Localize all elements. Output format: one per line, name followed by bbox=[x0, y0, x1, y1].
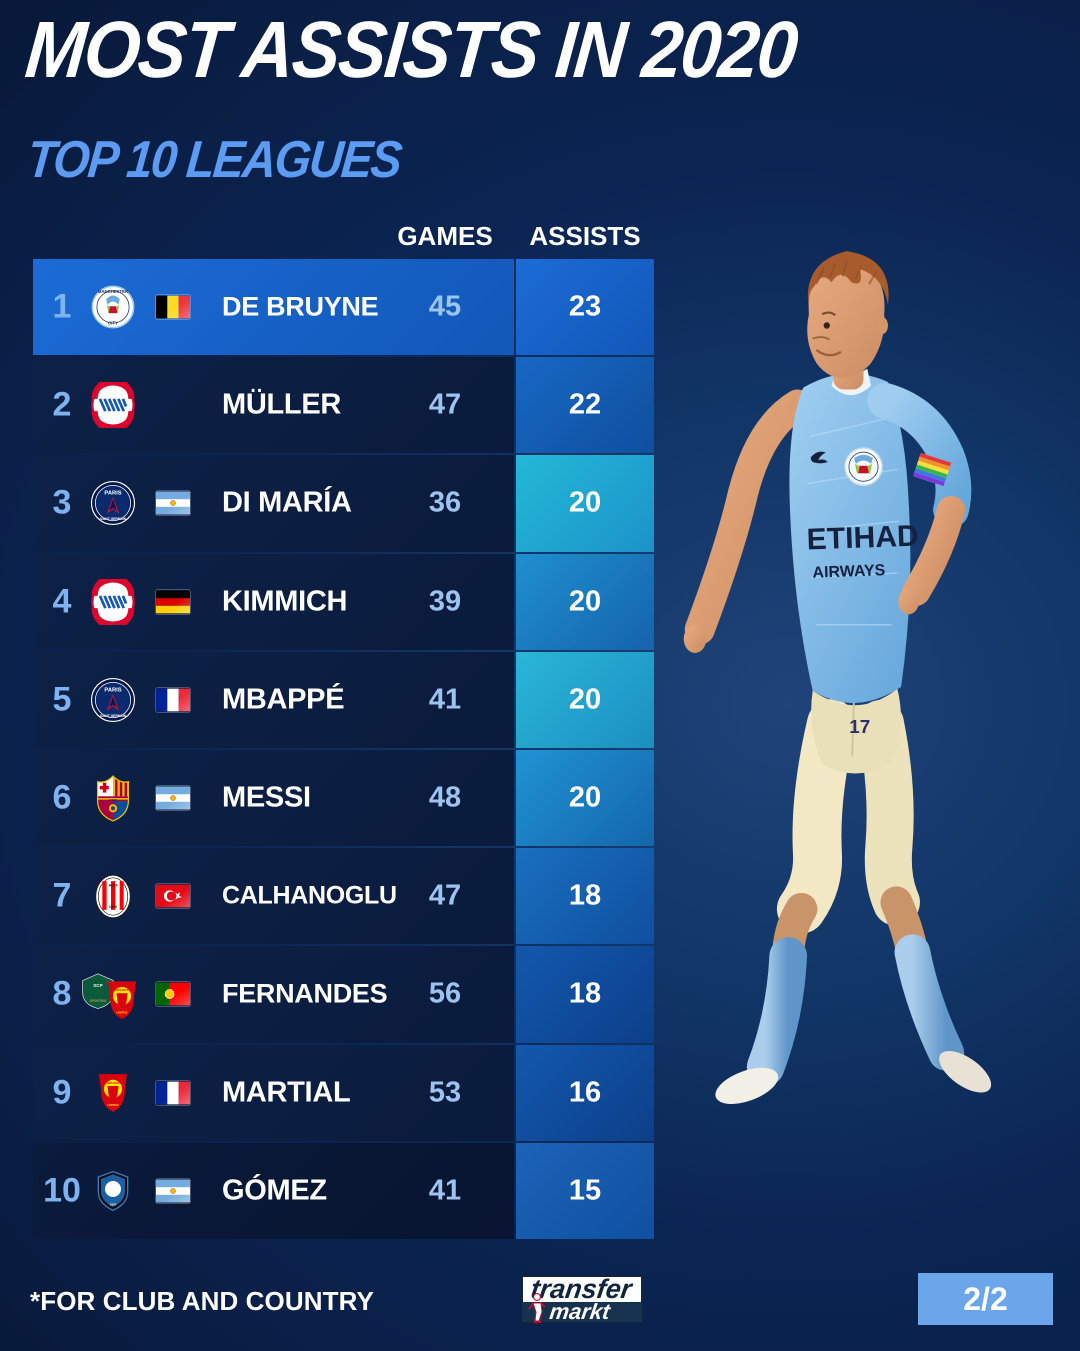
svg-text:MANCHESTER: MANCHESTER bbox=[98, 289, 128, 294]
svg-text:1907: 1907 bbox=[110, 1203, 117, 1207]
svg-text:17: 17 bbox=[849, 716, 870, 737]
svg-text:ETIHAD: ETIHAD bbox=[806, 520, 919, 557]
svg-text:PARIS: PARIS bbox=[104, 687, 121, 693]
svg-text:MUNCHEN: MUNCHEN bbox=[102, 417, 123, 422]
svg-text:CITY: CITY bbox=[108, 321, 118, 326]
svg-text:AIRWAYS: AIRWAYS bbox=[812, 562, 886, 582]
svg-text:MUNCHEN: MUNCHEN bbox=[102, 613, 123, 618]
svg-text:1899: 1899 bbox=[109, 905, 117, 909]
svg-text:FCB: FCB bbox=[109, 798, 117, 802]
svg-text:FC BAYERN: FC BAYERN bbox=[101, 389, 125, 394]
svg-text:ACM: ACM bbox=[108, 882, 118, 887]
svg-text:FC BAYERN: FC BAYERN bbox=[101, 585, 125, 590]
svg-text:UNITED: UNITED bbox=[107, 1103, 119, 1107]
svg-text:markt: markt bbox=[548, 1299, 613, 1323]
svg-text:UNITED: UNITED bbox=[116, 1011, 128, 1015]
svg-text:SAINT-GERMAIN: SAINT-GERMAIN bbox=[100, 517, 127, 521]
svg-text:MANCHESTER: MANCHESTER bbox=[111, 989, 133, 993]
svg-text:SAINT-GERMAIN: SAINT-GERMAIN bbox=[100, 714, 127, 718]
svg-text:PARIS: PARIS bbox=[104, 491, 121, 497]
svg-text:MANCHESTER: MANCHESTER bbox=[102, 1081, 124, 1085]
